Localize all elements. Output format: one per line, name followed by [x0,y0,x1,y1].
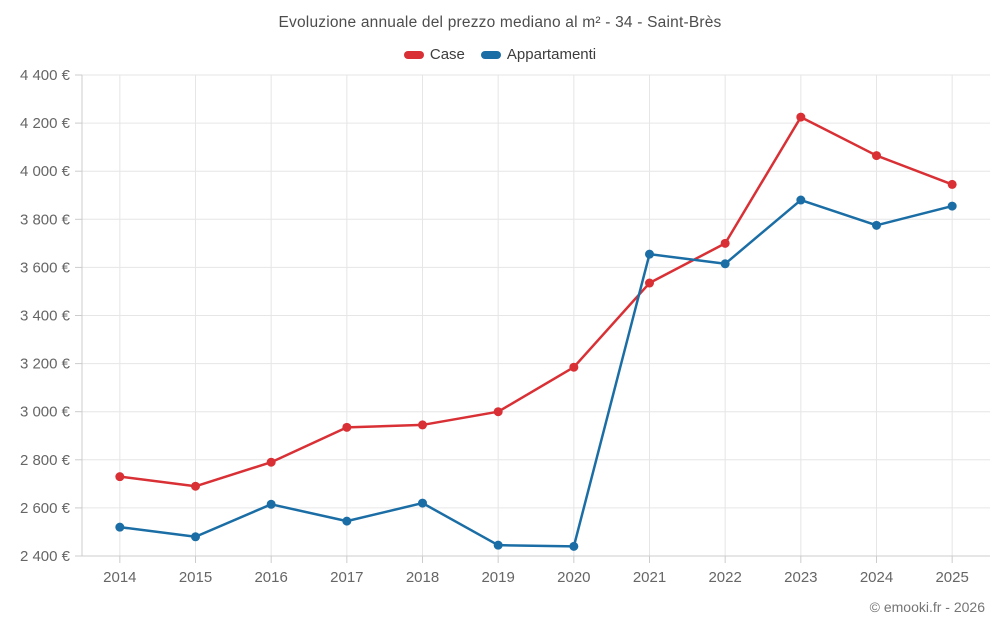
appartamenti-point-2014[interactable] [115,522,125,532]
appartamenti-point-2018[interactable] [418,498,427,508]
y-tick-label: 4 400 € [20,67,71,84]
x-tick-label: 2025 [935,569,968,586]
x-tick-label: 2019 [481,569,514,586]
y-tick-label: 3 400 € [20,308,71,325]
x-tick-label: 2014 [103,569,136,586]
case-point-2021[interactable] [645,278,654,288]
y-tick-label: 2 600 € [20,500,71,517]
case-series-swatch-icon [403,50,424,59]
legend: Case Appartamenti [0,46,1000,63]
case-point-2022[interactable] [720,238,730,248]
case-point-2020[interactable] [569,362,579,372]
case-point-2023[interactable] [796,112,806,122]
y-tick-label: 4 200 € [20,115,71,132]
case-point-2014[interactable] [115,472,125,482]
appartamenti-point-2025[interactable] [947,201,957,211]
appartamenti-point-2020[interactable] [569,541,579,551]
legend-item-case[interactable]: Case [403,46,465,63]
appartamenti-point-2015[interactable] [191,532,200,542]
x-tick-label: 2021 [633,569,666,586]
appartamenti-point-2022[interactable] [720,259,730,269]
legend-label-case: Case [429,46,465,63]
legend-item-appartamenti[interactable]: Appartamenti [480,46,597,63]
appartamenti-point-2017[interactable] [342,516,352,526]
x-tick-label: 2024 [860,569,893,586]
x-tick-label: 2015 [179,569,212,586]
x-tick-label: 2023 [784,569,817,586]
case-point-2018[interactable] [418,420,427,430]
x-tick-label: 2016 [254,569,287,586]
y-tick-label: 3 800 € [20,211,71,228]
appartamenti-point-2024[interactable] [872,220,881,230]
appartamenti-point-2019[interactable] [493,540,503,550]
case-line [118,115,954,488]
appartamenti-line [118,198,954,548]
y-tick-label: 4 000 € [20,163,71,180]
x-tick-label: 2022 [708,569,741,586]
appartamenti-point-2016[interactable] [266,499,276,509]
case-point-2024[interactable] [872,151,881,161]
appartamenti-point-2023[interactable] [796,195,806,205]
case-point-2016[interactable] [266,457,276,467]
x-tick-label: 2020 [557,569,590,586]
copyright-text: © emooki.fr - 2026 [869,599,985,615]
chart-title: Evoluzione annuale del prezzo mediano al… [278,14,722,31]
case-point-2019[interactable] [493,407,503,417]
legend-label-appartamenti: Appartamenti [506,46,597,63]
y-tick-label: 3 000 € [20,404,71,421]
appartamenti-series-swatch-icon [480,50,501,59]
x-tick-label: 2018 [406,569,439,586]
y-tick-label: 2 400 € [20,548,71,565]
case-point-2017[interactable] [342,422,352,432]
appartamenti-point-2021[interactable] [645,249,654,259]
y-tick-label: 3 200 € [20,356,71,373]
case-point-2025[interactable] [947,179,957,189]
x-tick-label: 2017 [330,569,363,586]
case-point-2015[interactable] [191,481,200,491]
y-tick-label: 3 600 € [20,259,71,276]
y-tick-label: 2 800 € [20,452,71,469]
